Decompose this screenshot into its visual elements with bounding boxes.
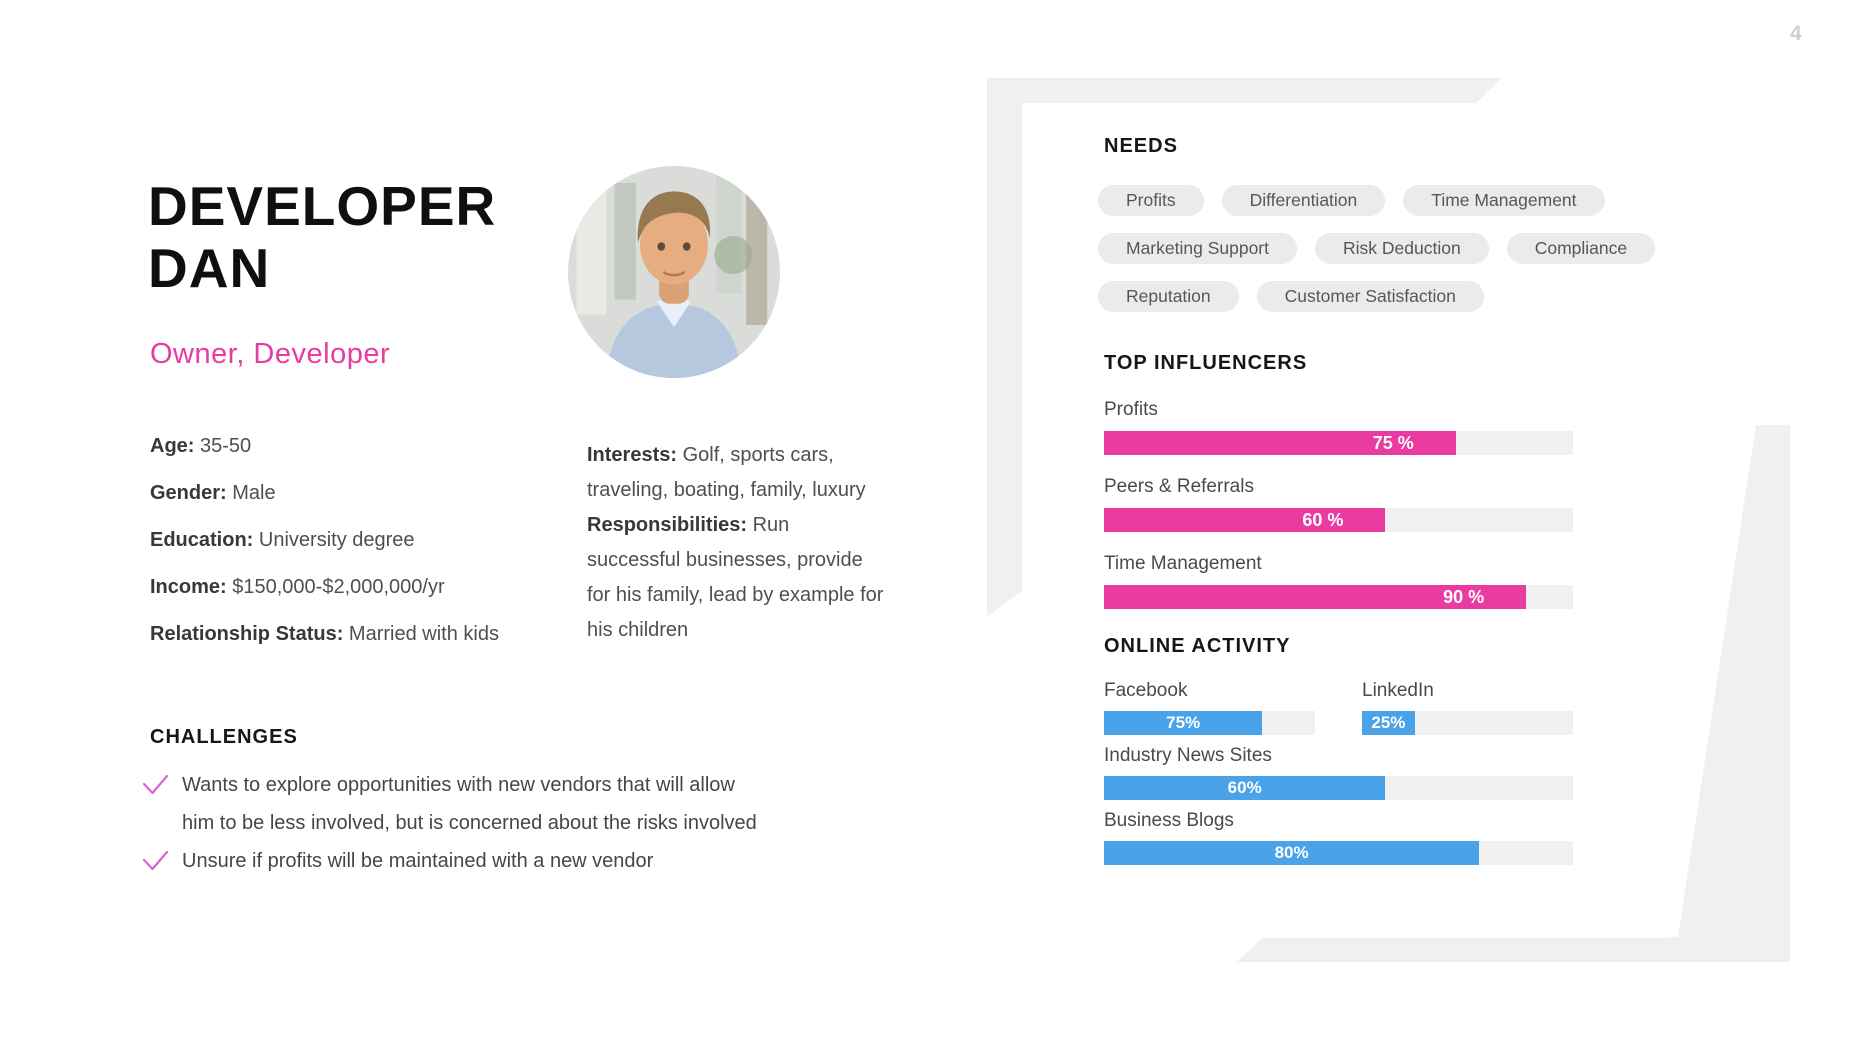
challenge-item: Wants to explore opportunities with new … — [142, 766, 762, 842]
details-list: Interests: Golf, sports cars, traveling,… — [587, 438, 887, 648]
bar-value: 90 % — [1443, 586, 1485, 607]
detail-value: Golf, sports cars, traveling, boating, f… — [587, 444, 866, 501]
online-activity-bar: Business Blogs 80% — [1104, 808, 1573, 865]
bar-label: Business Blogs — [1104, 810, 1234, 831]
online-activity-bar: Facebook 75% — [1104, 678, 1315, 735]
demographic-value: Male — [226, 482, 276, 504]
influencer-bar: Time Management 90 % — [1104, 551, 1573, 609]
online-activity-bar: LinkedIn 25% — [1362, 678, 1573, 735]
demographic-row: Education: University degree — [150, 530, 580, 551]
bar-fill: 25% — [1362, 711, 1415, 735]
demographic-label: Age: — [150, 435, 195, 457]
challenges-heading: CHALLENGES — [150, 726, 298, 748]
challenge-text: Wants to explore opportunities with new … — [182, 774, 757, 834]
demographic-row: Gender: Male — [150, 483, 580, 504]
bar-track: 25% — [1362, 711, 1573, 735]
persona-photo — [568, 166, 780, 378]
demographic-value: Married with kids — [343, 623, 499, 645]
demographic-value: University degree — [253, 529, 415, 551]
top-influencers-chart: Profits 75 % Peers & Referrals 60 % Time Man… — [1104, 397, 1573, 609]
challenge-item: Unsure if profits will be maintained wit… — [142, 842, 762, 880]
challenges-list: Wants to explore opportunities with new … — [142, 766, 762, 880]
bar-label: Peers & Referrals — [1104, 476, 1254, 497]
demographic-row: Income: $150,000-$2,000,000/yr — [150, 577, 580, 598]
demographics-list: Age: 35-50 Gender: Male Education: Univers… — [150, 436, 580, 671]
bar-track: 60% — [1104, 776, 1573, 800]
check-icon — [142, 842, 182, 876]
detail-value: Run successful businesses, provide for h… — [587, 514, 884, 641]
bar-value: 80% — [1274, 843, 1309, 862]
persona-role: Owner, Developer — [150, 338, 391, 370]
bar-track: 60 % — [1104, 508, 1573, 532]
check-icon — [142, 766, 182, 800]
need-tag: Compliance — [1506, 233, 1656, 264]
bar-fill: 75% — [1104, 711, 1263, 735]
bar-value: 60% — [1227, 778, 1262, 797]
bar-fill: 90 % — [1104, 585, 1527, 609]
bar-label: LinkedIn — [1362, 680, 1434, 701]
bar-label: Time Management — [1104, 553, 1262, 574]
bar-track: 80% — [1104, 841, 1573, 865]
demographic-row: Relationship Status: Married with kids — [150, 624, 580, 645]
influencer-bar: Profits 75 % — [1104, 397, 1573, 455]
demographic-value: 35-50 — [194, 435, 252, 457]
bar-value: 75% — [1166, 713, 1201, 732]
influencer-bar: Peers & Referrals 60 % — [1104, 474, 1573, 532]
bar-track: 75% — [1104, 711, 1315, 735]
demographic-label: Income: — [150, 576, 227, 598]
bar-value: 60 % — [1302, 509, 1344, 530]
need-tag: Reputation — [1098, 281, 1239, 312]
online-activity-heading: ONLINE ACTIVITY — [1104, 635, 1291, 657]
challenge-text: Unsure if profits will be maintained wit… — [182, 850, 654, 872]
online-activity-bar: Industry News Sites 60% — [1104, 743, 1573, 800]
need-tag: Marketing Support — [1098, 233, 1297, 264]
demographic-value: $150,000-$2,000,000/yr — [226, 576, 445, 598]
demographic-label: Education: — [150, 529, 254, 551]
detail-row: Responsibilities: Run successful busines… — [587, 508, 887, 648]
bar-fill: 60% — [1104, 776, 1386, 800]
bar-fill: 80% — [1104, 841, 1480, 865]
top-influencers-heading: TOP INFLUENCERS — [1104, 352, 1308, 374]
bar-fill: 75 % — [1104, 431, 1456, 455]
need-tag: Time Management — [1403, 185, 1605, 216]
needs-heading: NEEDS — [1104, 135, 1178, 157]
page-number: 4 — [1790, 22, 1802, 45]
detail-row: Interests: Golf, sports cars, traveling,… — [587, 438, 887, 508]
bar-track: 75 % — [1104, 431, 1573, 455]
need-tag: Profits — [1098, 185, 1204, 216]
detail-label: Responsibilities: — [587, 514, 748, 536]
bar-value: 75 % — [1372, 432, 1414, 453]
demographic-label: Gender: — [150, 482, 227, 504]
need-tag: Customer Satisfaction — [1256, 281, 1484, 312]
bar-fill: 60 % — [1104, 508, 1386, 532]
need-tag: Risk Deduction — [1315, 233, 1489, 264]
demographic-row: Age: 35-50 — [150, 436, 580, 457]
detail-label: Interests: — [587, 444, 678, 466]
persona-name: DEVELOPER DAN — [148, 175, 497, 299]
bar-value: 25% — [1371, 713, 1406, 732]
portrait-illustration — [568, 166, 780, 378]
needs-tags: Profits Differentiation Time Management Mar… — [1098, 185, 1660, 312]
bar-label: Profits — [1104, 399, 1158, 420]
need-tag: Differentiation — [1221, 185, 1386, 216]
online-activity-chart: Facebook 75% LinkedIn 25% Industry News Site… — [1104, 678, 1573, 873]
bar-track: 90 % — [1104, 585, 1573, 609]
demographic-label: Relationship Status: — [150, 623, 344, 645]
bar-label: Industry News Sites — [1104, 745, 1272, 766]
right-panel: NEEDS Profits Differentiation Time Managem… — [1022, 103, 1670, 938]
bar-label: Facebook — [1104, 680, 1188, 701]
